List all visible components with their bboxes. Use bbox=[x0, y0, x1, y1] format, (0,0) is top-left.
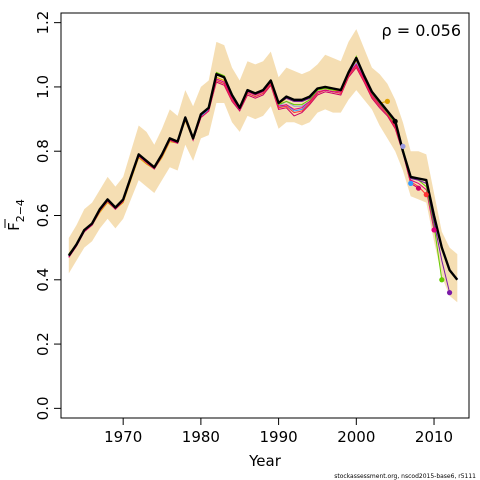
retro-endpoints-layer bbox=[384, 98, 453, 296]
retro-endpoint-5 bbox=[415, 185, 422, 191]
retro-endpoint-7 bbox=[431, 227, 437, 233]
y-tick-label: 0.4 bbox=[34, 268, 52, 292]
x-axis: 1970 1980 1990 2000 2010 bbox=[104, 418, 453, 446]
rho-annotation: ρ = 0.056 bbox=[381, 21, 461, 40]
retro-endpoint-3 bbox=[400, 143, 406, 149]
x-tick-label: 1980 bbox=[182, 428, 220, 446]
main-line-layer bbox=[67, 56, 459, 281]
x-axis-title: Year bbox=[248, 452, 282, 470]
x-tick-label: 2010 bbox=[415, 428, 453, 446]
y-axis-title-main: F bbox=[5, 222, 23, 231]
y-axis: 0.0 0.2 0.4 0.6 0.8 1.0 1.2 bbox=[34, 11, 61, 420]
x-tick-label: 2000 bbox=[337, 428, 375, 446]
y-tick-label: 0.0 bbox=[34, 396, 52, 420]
retro-endpoint-1 bbox=[384, 98, 390, 104]
y-tick-label: 1.0 bbox=[34, 75, 52, 99]
retro-endpoint-2 bbox=[392, 118, 398, 124]
retro-endpoint-4 bbox=[408, 180, 414, 186]
retro-endpoint-9 bbox=[446, 290, 453, 296]
x-tick-label: 1970 bbox=[104, 428, 142, 446]
confidence-band-layer bbox=[68, 29, 458, 303]
main-estimate-line bbox=[67, 56, 459, 281]
y-axis-title: F2−4 bbox=[4, 199, 27, 231]
y-tick-label: 0.2 bbox=[34, 332, 52, 356]
y-tick-label: 0.6 bbox=[34, 204, 52, 228]
x-tick-label: 1990 bbox=[260, 428, 298, 446]
confidence-band bbox=[68, 29, 458, 303]
svg-text:F2−4: F2−4 bbox=[5, 199, 27, 231]
y-tick-label: 0.8 bbox=[34, 139, 52, 163]
y-axis-title-sub: 2−4 bbox=[14, 199, 27, 222]
y-tick-label: 1.2 bbox=[34, 11, 52, 35]
retro-endpoint-8 bbox=[439, 277, 445, 283]
retro-endpoint-6 bbox=[423, 192, 429, 198]
footer-source: stockassessment.org, nscod2015-base6, r5… bbox=[334, 473, 476, 480]
